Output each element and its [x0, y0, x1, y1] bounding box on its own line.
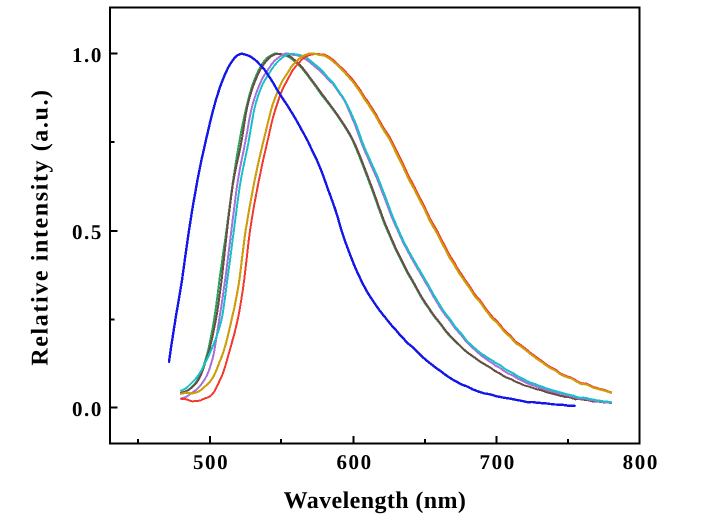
svg-text:Wavelength (nm): Wavelength (nm) [284, 488, 467, 514]
svg-text:0.5: 0.5 [72, 220, 103, 244]
svg-text:0.0: 0.0 [72, 397, 103, 421]
svg-text:600: 600 [336, 450, 372, 474]
svg-text:Relative intensity (a.u.): Relative intensity (a.u.) [28, 88, 54, 365]
svg-text:1.0: 1.0 [72, 43, 103, 67]
svg-text:700: 700 [480, 450, 516, 474]
svg-text:500: 500 [193, 450, 229, 474]
svg-text:800: 800 [623, 450, 659, 474]
